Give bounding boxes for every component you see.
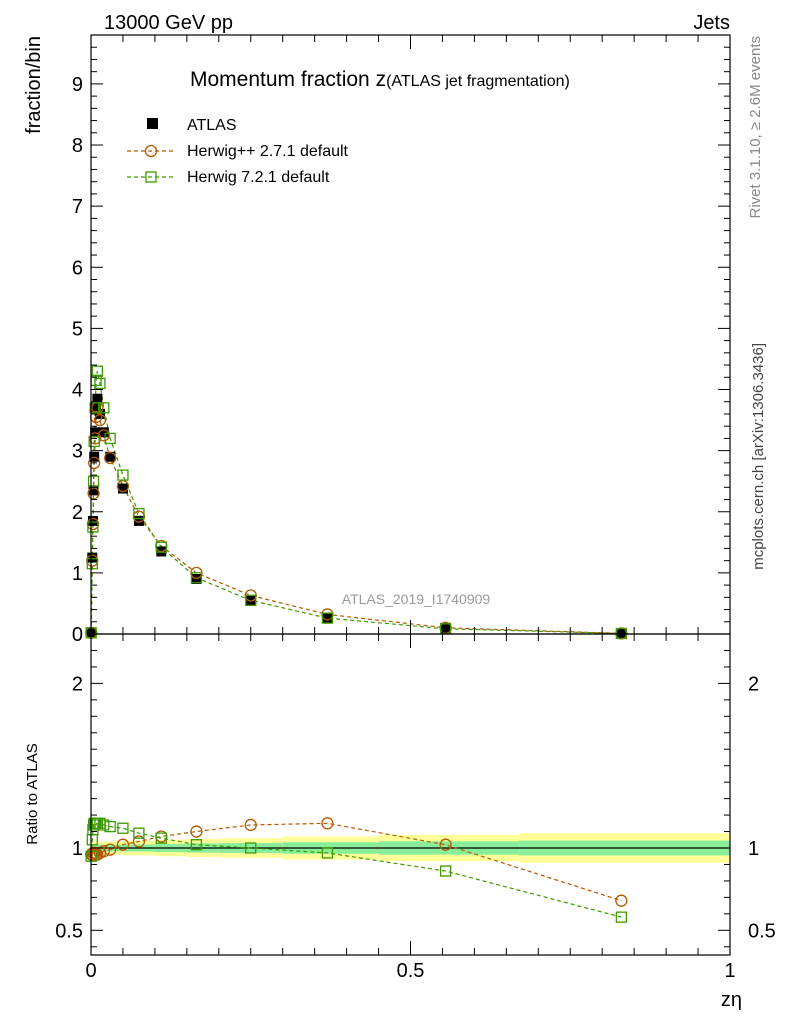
legend-marker-herwigpp <box>144 144 158 158</box>
data-point-ratio-2 <box>439 865 452 877</box>
data-point-main-0 <box>616 628 627 639</box>
data-point-ratio-2 <box>104 820 116 833</box>
data-point-ratio-2 <box>133 827 145 839</box>
y-tick-label-ratio-right: 2 <box>748 673 759 695</box>
y-axis-title-ratio: Ratio to ATLAS <box>24 743 41 844</box>
data-point-ratio-1 <box>132 835 146 848</box>
series-line-ratio-1 <box>91 822 622 902</box>
data-point-main-2 <box>87 475 100 487</box>
mcplots-label: mcplots.cern.ch [arXiv:1306.3436] <box>750 343 767 570</box>
y-tick-label-main: 2 <box>72 502 83 524</box>
legend-marker-atlas <box>147 118 158 129</box>
x-axis-title: zη <box>721 989 742 1011</box>
data-point-ratio-1 <box>244 818 257 832</box>
y-tick-label-main: 9 <box>72 74 83 96</box>
data-point-main-2 <box>245 594 257 607</box>
data-point-ratio-1 <box>190 825 203 838</box>
y-tick-label-main: 5 <box>72 318 83 340</box>
data-point-ratio-1 <box>89 846 102 860</box>
data-point-main-1 <box>88 456 101 470</box>
data-point-main-2 <box>86 558 98 570</box>
y-tick-label-ratio: 0.5 <box>55 920 83 942</box>
series-markers <box>85 365 628 923</box>
y-tick-label-main: 8 <box>72 135 83 157</box>
y-tick-label-ratio-right: 1 <box>748 838 759 860</box>
data-point-main-0 <box>91 402 102 413</box>
data-point-ratio-2 <box>245 842 257 854</box>
data-point-ratio-1 <box>91 848 104 861</box>
data-point-ratio-1 <box>97 845 110 858</box>
data-point-ratio-2 <box>321 847 334 859</box>
y-tick-label-ratio: 2 <box>72 673 83 695</box>
y-tick-label-ratio: 1 <box>72 838 83 860</box>
data-point-main-1 <box>104 451 117 465</box>
x-tick-label: 1 <box>724 960 735 982</box>
data-point-ratio-2 <box>155 832 167 844</box>
data-point-main-2 <box>94 377 106 390</box>
data-point-main-0 <box>105 451 116 462</box>
data-point-ratio-2 <box>117 822 129 834</box>
y-tick-label-ratio-right: 0.5 <box>748 920 776 942</box>
data-point-main-1 <box>97 429 110 442</box>
header-right: Jets <box>693 12 730 34</box>
y-tick-label-main: 0 <box>72 624 83 646</box>
y-tick-label-main: 4 <box>72 380 83 402</box>
data-point-ratio-2 <box>98 819 110 831</box>
data-point-main-2 <box>91 365 104 377</box>
data-point-ratio-1 <box>116 838 130 851</box>
data-point-ratio-1 <box>321 817 334 830</box>
data-point-main-1 <box>87 487 100 500</box>
data-point-main-1 <box>93 413 107 427</box>
data-point-main-0 <box>88 485 99 496</box>
header-left: 13000 GeV pp <box>104 12 233 34</box>
data-point-main-2 <box>98 402 110 414</box>
y-axis-title-main: fraction/bin <box>23 36 45 134</box>
legend-label-herwig7: Herwig 7.2.1 default <box>187 169 330 186</box>
ratio-uncertainty-band <box>91 833 730 863</box>
rivet-label: Rivet 3.1.10, ≥ 2.6M events <box>747 36 764 219</box>
y-tick-label-main: 3 <box>72 441 83 463</box>
data-point-ratio-1 <box>615 894 628 907</box>
data-point-ratio-2 <box>615 911 628 923</box>
data-point-main-2 <box>321 612 334 624</box>
data-point-main-2 <box>88 435 100 448</box>
data-point-main-2 <box>133 507 145 520</box>
legend-label-atlas: ATLAS <box>187 117 237 134</box>
data-point-main-0 <box>322 612 333 623</box>
data-point-main-0 <box>98 427 109 438</box>
data-point-main-0 <box>133 515 144 526</box>
data-point-main-0 <box>440 622 451 633</box>
data-point-main-2 <box>190 572 203 584</box>
data-point-main-2 <box>87 521 99 533</box>
data-point-main-0 <box>87 515 98 526</box>
data-point-ratio-1 <box>104 843 117 856</box>
legend-marker-herwig7 <box>145 171 157 183</box>
data-point-main-2 <box>89 402 101 414</box>
ratio-frame <box>90 633 731 956</box>
analysis-id: ATLAS_2019_I1740909 <box>342 591 491 607</box>
chart-title: Momentum fraction z(ATLAS jet fragmentat… <box>190 68 570 91</box>
data-point-ratio-1 <box>439 838 452 851</box>
y-tick-label-main: 1 <box>72 563 83 585</box>
data-point-main-2 <box>104 432 116 445</box>
data-point-main-2 <box>155 541 167 553</box>
chart-title-main: Momentum fraction z <box>190 68 386 91</box>
data-point-main-0 <box>117 483 128 494</box>
legend-label-herwigpp: Herwig++ 2.7.1 default <box>187 143 349 160</box>
legend: ATLAS Herwig++ 2.7.1 default Herwig 7.2.… <box>127 117 349 186</box>
data-point-ratio-2 <box>190 839 203 851</box>
data-point-main-2 <box>117 469 129 481</box>
data-point-main-0 <box>87 552 98 563</box>
data-point-main-0 <box>92 393 103 404</box>
chart-subtitle: (ATLAS jet fragmentation) <box>386 73 570 90</box>
x-tick-label: 0 <box>85 960 96 982</box>
y-tick-label-main: 7 <box>72 196 83 218</box>
x-tick-label: 0.5 <box>397 960 425 982</box>
y-tick-label-main: 6 <box>72 257 83 279</box>
